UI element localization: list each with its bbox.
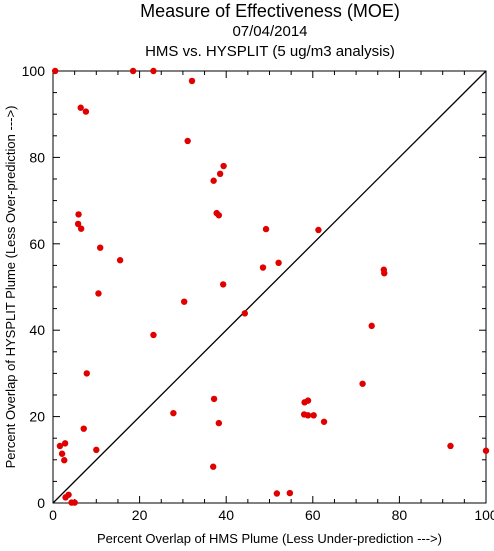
data-point: [83, 370, 90, 377]
data-point: [75, 211, 82, 218]
y-axis-label: Percent Overlap of HYSPLIT Plume (Less O…: [3, 106, 18, 469]
data-point: [77, 225, 85, 232]
y-tick-label: 40: [29, 322, 45, 338]
chart-title: Measure of Effectiveness (MOE): [140, 1, 400, 21]
data-point: [184, 137, 191, 145]
x-tick-label: 20: [132, 507, 148, 523]
data-point: [310, 412, 317, 419]
data-point: [219, 281, 227, 288]
data-point: [95, 290, 102, 297]
data-point: [210, 463, 217, 470]
data-point: [273, 490, 281, 497]
data-point: [447, 442, 454, 450]
data-point: [71, 499, 78, 506]
data-point: [82, 108, 90, 115]
data-point: [220, 162, 227, 170]
data-point: [61, 440, 69, 447]
data-point: [315, 226, 322, 234]
data-point: [74, 220, 82, 228]
data-point: [210, 395, 218, 403]
data-point: [216, 170, 224, 178]
data-point: [150, 331, 157, 339]
data-point: [368, 322, 375, 330]
x-tick-label: 100: [474, 507, 494, 523]
data-point: [150, 67, 157, 75]
data-point: [51, 67, 59, 75]
data-point: [215, 212, 223, 219]
data-point: [116, 257, 124, 264]
data-point: [241, 310, 249, 317]
data-point: [359, 380, 366, 387]
data-point: [275, 259, 282, 267]
data-point: [188, 77, 196, 85]
x-tick-label: 80: [392, 507, 408, 523]
data-point: [215, 419, 223, 427]
y-tick-label: 60: [29, 236, 45, 252]
reference-diagonal: [52, 70, 487, 504]
y-tick-label: 80: [29, 149, 45, 165]
data-point: [62, 494, 69, 501]
data-point: [259, 264, 267, 271]
data-point: [286, 489, 294, 497]
data-point: [170, 409, 177, 417]
y-tick-label: 0: [37, 495, 45, 511]
x-tick-label: 0: [49, 507, 57, 523]
x-axis-label: Percent Overlap of HMS Plume (Less Under…: [97, 531, 442, 546]
data-point: [304, 412, 312, 419]
y-tick-label: 20: [29, 409, 45, 425]
data-point: [210, 177, 217, 184]
data-point: [56, 442, 64, 450]
data-point: [129, 67, 137, 75]
data-point: [93, 446, 100, 454]
x-tick-label: 40: [218, 507, 234, 523]
data-points: [51, 67, 490, 506]
y-tick-label: 100: [22, 63, 46, 79]
data-point: [58, 450, 66, 457]
data-point: [262, 225, 270, 233]
data-point: [320, 418, 328, 425]
axis-ticks: 00 20 20 40 40 60 60 80 80 100 100: [22, 63, 494, 523]
data-point: [301, 399, 308, 406]
x-tick-label: 60: [305, 507, 321, 523]
data-point: [61, 457, 68, 464]
data-point: [180, 298, 188, 305]
data-point: [381, 269, 388, 277]
diagonal-line: [52, 70, 487, 504]
chart-date: 07/04/2014: [232, 23, 308, 40]
data-point: [96, 244, 104, 251]
data-point: [80, 425, 87, 432]
data-point: [77, 104, 84, 111]
data-point: [482, 447, 490, 454]
chart-subtitle: HMS vs. HYSPLIT (5 ug/m3 analysis): [145, 43, 395, 60]
